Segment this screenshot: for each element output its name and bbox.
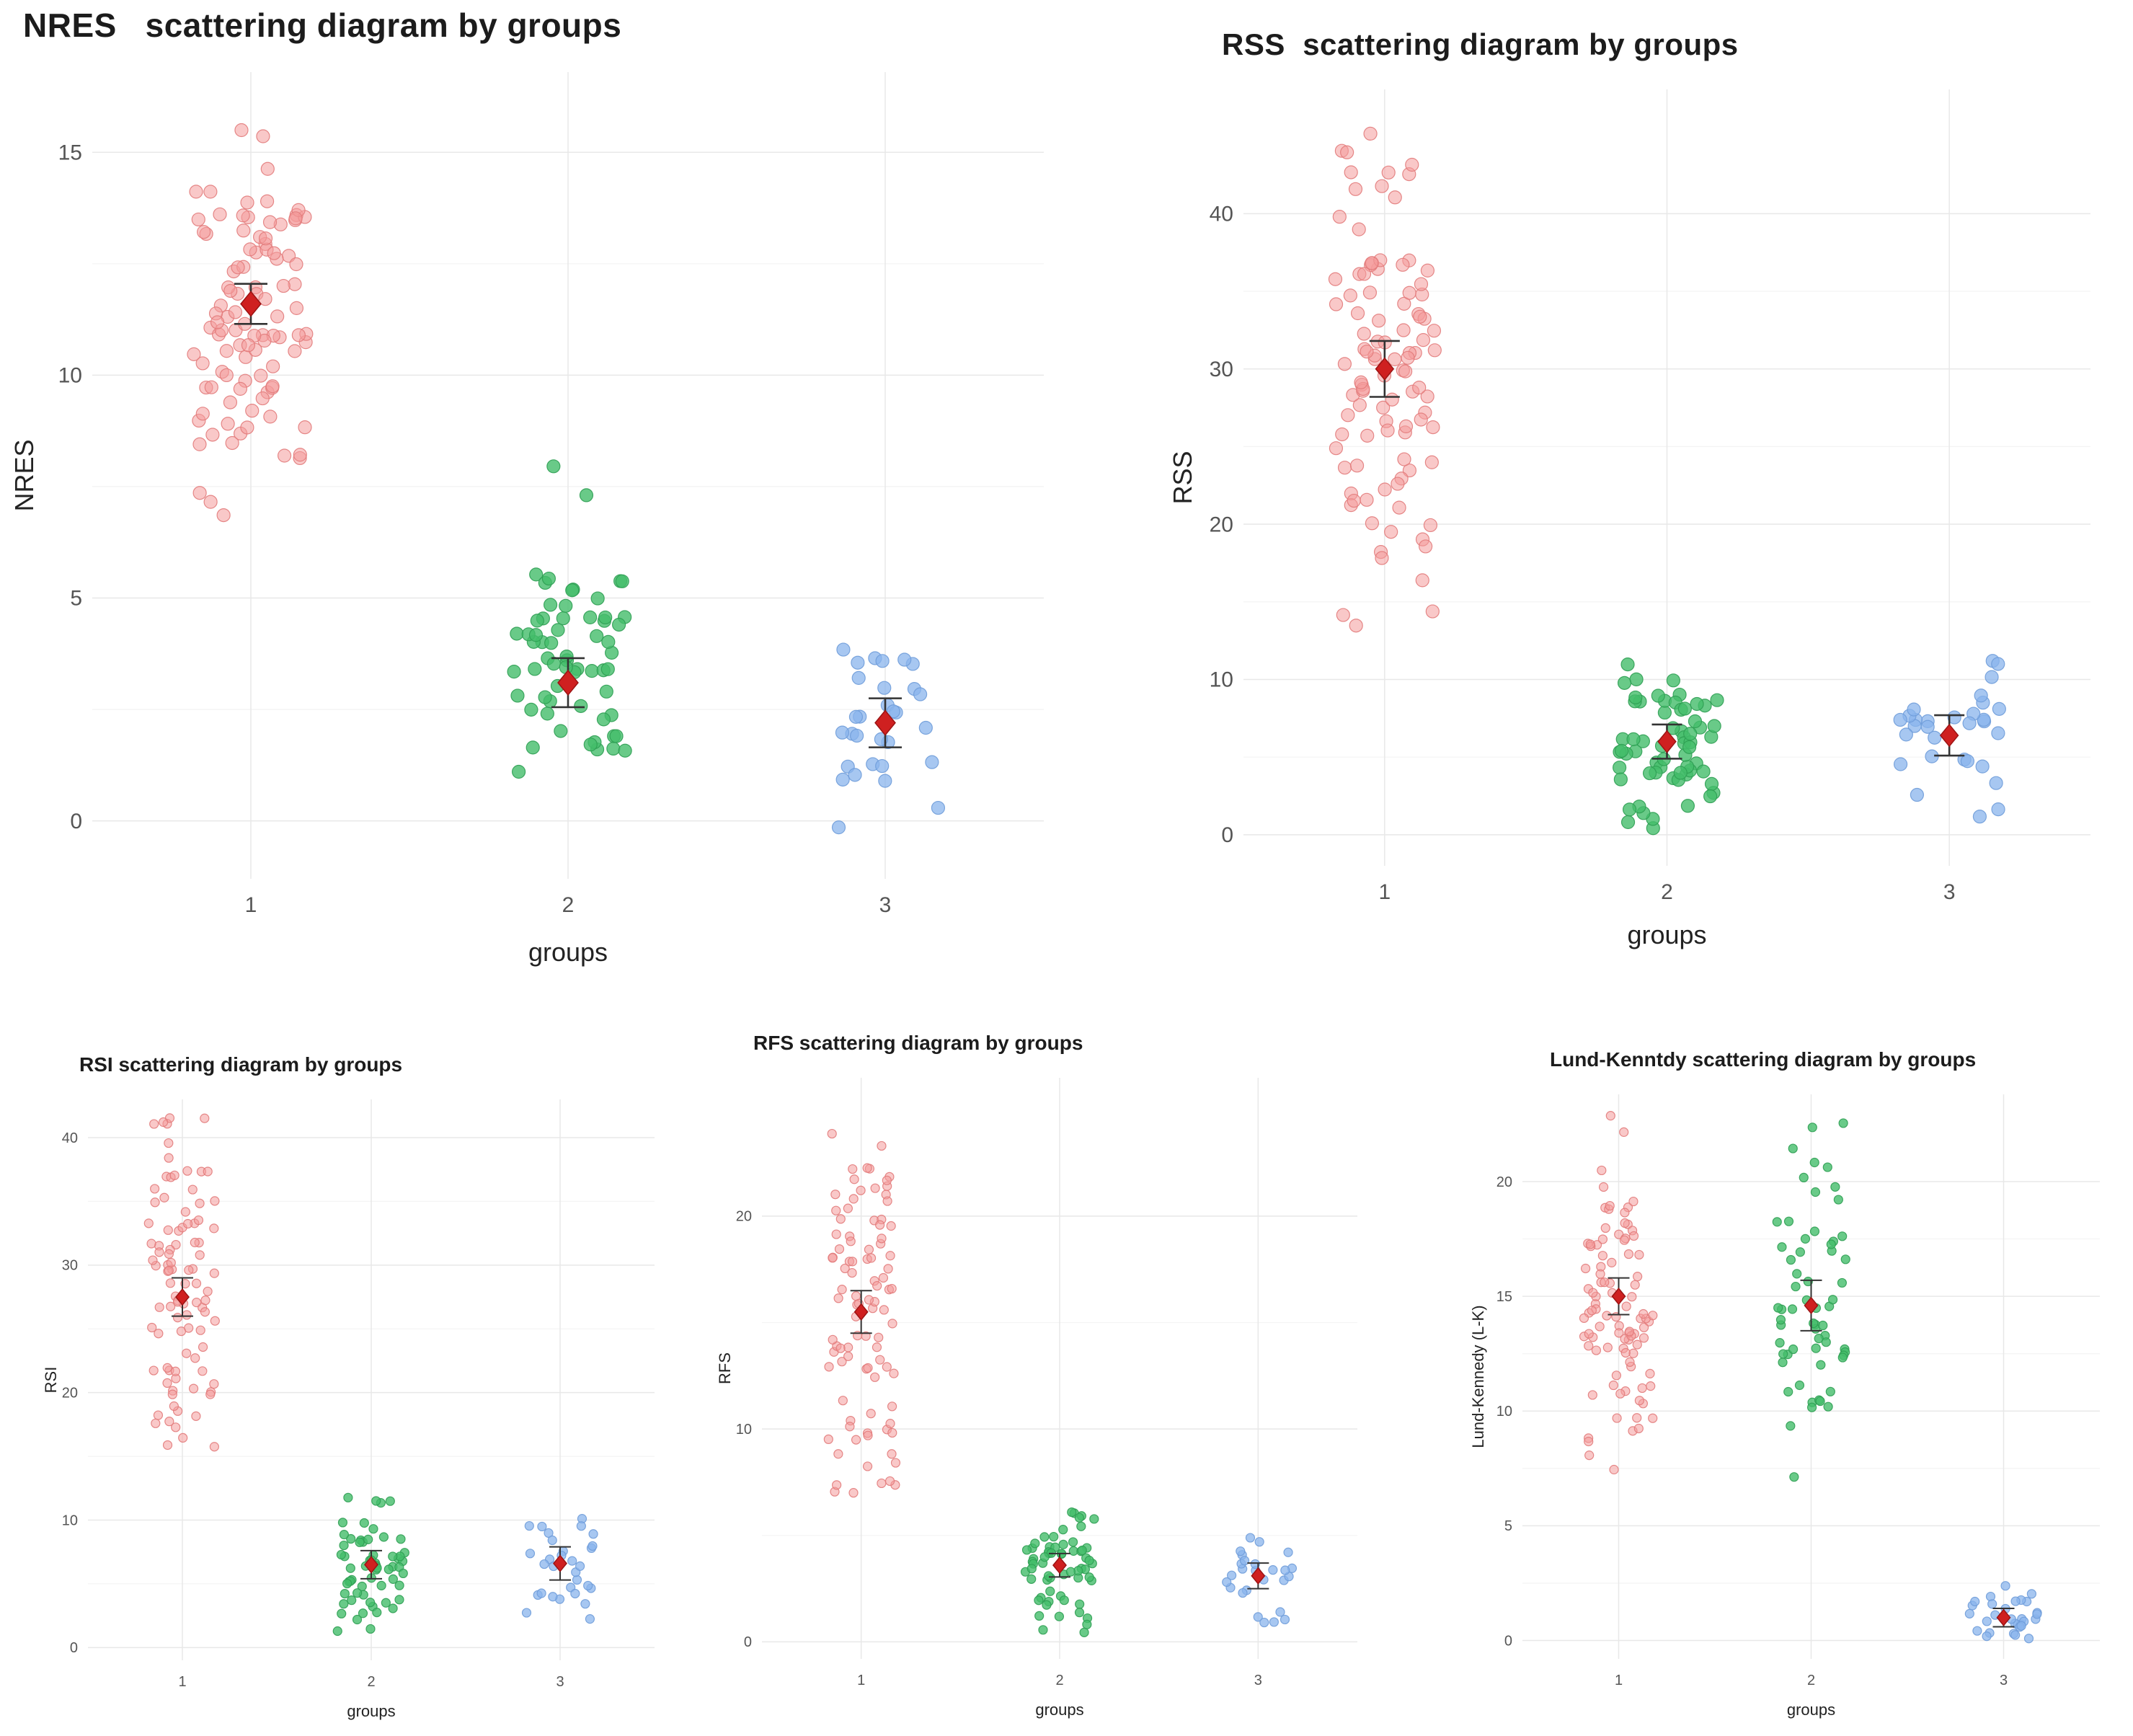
chart-canvas: 0 5 10 15 1 2 3 groups NRES	[13, 72, 1044, 967]
svg-text:0: 0	[1221, 823, 1233, 847]
chart-title: RSI scattering diagram by groups	[79, 1053, 403, 1076]
rsi-scatter-chart: RSI scattering diagram by groups 0 10 20 30…	[36, 1049, 678, 1727]
svg-text:NRES: NRES	[13, 439, 39, 511]
svg-text:5: 5	[70, 587, 82, 611]
svg-text:15: 15	[58, 141, 82, 164]
rss-scatter-chart: RSS scattering diagram by groups 0 10 20 30…	[1171, 20, 2123, 954]
chart-canvas: 0 10 20 1 2 3 groups RFS	[716, 1078, 1357, 1719]
svg-text:1: 1	[1378, 880, 1391, 904]
nres-scatter-chart: NRES scattering diagram by groups 0 5 10 15…	[13, 1, 1083, 971]
svg-text:groups: groups	[1035, 1701, 1083, 1719]
svg-text:10: 10	[58, 364, 82, 388]
svg-text:RSI: RSI	[42, 1367, 60, 1394]
svg-text:40: 40	[62, 1130, 78, 1146]
chart-title: RSS scattering diagram by groups	[1222, 27, 1739, 61]
svg-text:groups: groups	[1787, 1701, 1835, 1719]
svg-text:10: 10	[736, 1422, 752, 1438]
chart-canvas: 0 10 20 30 40 1 2 3 groups RSI	[42, 1099, 655, 1720]
svg-text:3: 3	[1943, 880, 1956, 904]
svg-text:20: 20	[1496, 1174, 1512, 1190]
svg-text:groups: groups	[528, 937, 608, 967]
svg-text:1: 1	[1615, 1673, 1623, 1688]
svg-text:5: 5	[1504, 1518, 1512, 1534]
svg-text:2: 2	[1055, 1673, 1063, 1688]
svg-text:Lund-Kennedy (L-K): Lund-Kennedy (L-K)	[1469, 1305, 1487, 1448]
svg-text:20: 20	[1210, 513, 1233, 536]
svg-text:3: 3	[1254, 1673, 1262, 1688]
svg-text:RSS: RSS	[1171, 451, 1197, 504]
svg-text:3: 3	[2000, 1673, 2008, 1688]
svg-text:10: 10	[1496, 1404, 1512, 1420]
chart-canvas: 0 10 20 30 40 1 2 3 groups RSS	[1171, 89, 2090, 949]
svg-text:1: 1	[245, 893, 257, 917]
svg-text:2: 2	[562, 893, 575, 917]
svg-text:20: 20	[62, 1385, 78, 1401]
svg-text:20: 20	[736, 1209, 752, 1225]
svg-text:10: 10	[62, 1513, 78, 1528]
svg-text:0: 0	[70, 810, 82, 833]
svg-text:30: 30	[62, 1258, 78, 1274]
svg-text:0: 0	[1504, 1633, 1512, 1649]
svg-text:2: 2	[1807, 1673, 1815, 1688]
lund-kennedy-scatter-chart: Lund-Kenntdy scattering diagram by group…	[1463, 1044, 2123, 1725]
svg-text:groups: groups	[347, 1702, 395, 1720]
svg-text:2: 2	[367, 1674, 375, 1690]
svg-text:3: 3	[556, 1674, 564, 1690]
svg-text:30: 30	[1210, 358, 1233, 381]
chart-canvas: 0 5 10 15 20 1 2 3 groups Lund-Kennedy (L-K)	[1469, 1094, 2100, 1719]
svg-text:1: 1	[857, 1673, 865, 1688]
chart-title: NRES scattering diagram by groups	[23, 6, 622, 44]
svg-text:10: 10	[1210, 668, 1233, 692]
svg-text:40: 40	[1210, 203, 1233, 226]
svg-text:1: 1	[178, 1674, 186, 1690]
svg-text:0: 0	[744, 1634, 752, 1650]
svg-text:2: 2	[1661, 880, 1673, 904]
svg-text:RFS: RFS	[716, 1352, 734, 1384]
svg-text:3: 3	[879, 893, 892, 917]
svg-text:0: 0	[70, 1640, 78, 1656]
chart-title: RFS scattering diagram by groups	[753, 1032, 1083, 1054]
rfs-scatter-chart: RFS scattering diagram by groups 0 10 20 1 2…	[710, 1027, 1380, 1725]
svg-text:groups: groups	[1627, 920, 1706, 949]
svg-text:15: 15	[1496, 1289, 1512, 1305]
chart-title: Lund-Kenntdy scattering diagram by group…	[1550, 1048, 1977, 1071]
